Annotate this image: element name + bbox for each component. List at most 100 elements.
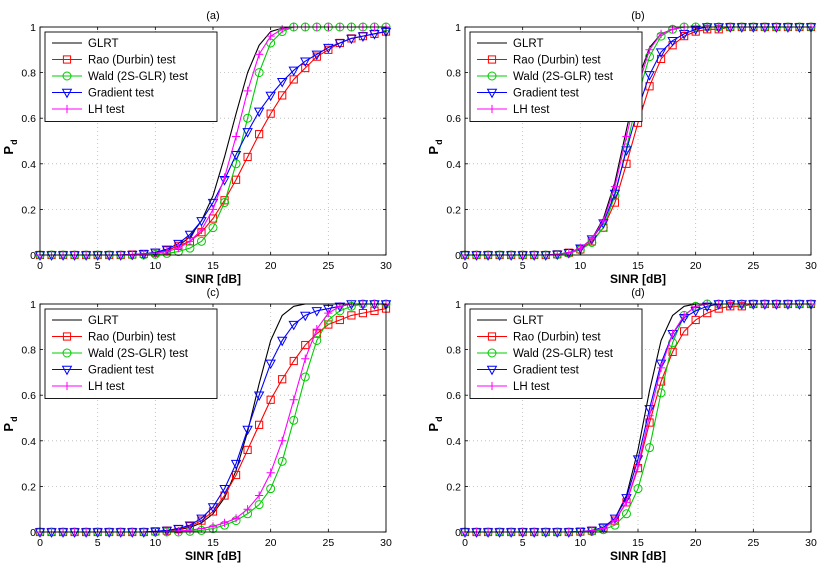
legend-label: LH test [88,104,125,116]
data-point [609,514,621,525]
data-point [220,198,230,208]
chart-panel: 0 5 10 15 20 25 30 0 0.2 0.4 0.6 0.8 1 (b) SINR [dB] Pd… [426,10,817,286]
y-tick-label: 0.2 [21,481,36,493]
y-axis-label-main: P [426,423,441,432]
x-tick-label: 10 [149,260,161,272]
data-point [266,109,275,118]
legend-marker [487,55,497,64]
data-point [230,459,242,470]
x-tick-label: 20 [690,260,702,272]
x-tick-label: 30 [805,537,817,549]
data-point [300,57,311,68]
legend-box [44,31,218,122]
data-point [196,236,206,246]
data-point [220,491,229,500]
legend-label: Rao (Durbin) test [88,332,176,344]
legend-label: Wald (2S-GLR) test [513,348,614,360]
data-point [278,25,287,34]
legend-marker [62,332,72,341]
x-tick-label: 25 [747,260,759,272]
data-point [219,484,230,495]
data-point [254,68,264,78]
data-point [357,32,369,42]
data-point [243,113,253,123]
chart-panel: 0 5 10 15 20 25 30 0 0.2 0.4 0.6 0.8 1 (a) SINR [dB] Pd… [1,10,392,286]
data-point [703,309,712,318]
x-tick-label: 30 [380,537,392,549]
legend-marker [61,88,73,99]
x-tick-label: 5 [520,260,526,272]
data-point [312,324,321,334]
legend-marker [62,104,72,114]
data-point [645,411,654,420]
data-point [184,521,196,531]
data-point [655,359,667,370]
y-tick-label: 0.6 [446,113,461,125]
data-point [243,445,252,455]
data-point [276,78,288,88]
data-point [621,146,632,156]
data-point [230,150,242,161]
x-tick-label: 30 [380,260,392,272]
data-point [265,359,276,370]
data-point [161,245,173,256]
data-point [335,315,344,325]
legend-label: Wald (2S-GLR) test [88,71,189,83]
y-tick-label: 0.2 [446,204,461,216]
data-point [599,216,608,225]
data-point [621,494,632,504]
y-axis-label-main: P [1,423,16,432]
legend-marker [487,104,497,114]
data-point [347,311,356,320]
y-axis-label-main: P [426,146,441,155]
data-point [610,516,620,525]
x-tick-label: 10 [149,537,161,549]
legend-marker [487,348,497,358]
legend-label: Gradient test [513,365,580,377]
y-tick-label: 0.8 [21,345,36,357]
data-point [255,491,264,500]
chart-panel: 0 5 10 15 20 25 30 0 0.2 0.4 0.6 0.8 1 (c) SINR [dB] Pd… [1,287,392,563]
y-tick-label: 1 [455,299,461,311]
legend-label: Rao (Durbin) test [513,332,601,344]
data-point [242,425,253,436]
panel-title: (b) [631,10,644,22]
data-point [680,311,689,320]
data-point [254,500,264,510]
y-axis-label-main: P [1,146,16,155]
data-point [162,527,171,536]
data-point [668,329,677,338]
data-point [266,395,275,404]
data-point [300,372,310,382]
data-point [610,182,620,191]
data-point [243,505,252,514]
x-tick-label: 25 [322,537,334,549]
y-tick-label: 0.2 [446,481,461,493]
x-tick-label: 0 [462,260,468,272]
y-axis-label-subscript: d [9,416,19,422]
y-axis-label: Pd [1,139,19,154]
x-tick-label: 15 [207,260,219,272]
data-point [324,309,333,318]
data-point [599,524,608,533]
legend-marker [487,332,497,341]
data-point [265,91,276,102]
data-point [243,86,252,95]
x-tick-label: 0 [37,537,43,549]
data-point [255,50,264,59]
data-point [680,327,689,336]
legend-label: LH test [513,104,550,116]
x-tick-label: 30 [805,260,817,272]
data-point [668,25,677,34]
data-point [644,405,655,415]
data-point [311,50,323,61]
legend-label: GLRT [513,38,543,50]
x-tick-label: 10 [574,537,586,549]
data-point [208,507,218,516]
data-point [301,63,310,73]
data-point [196,514,207,525]
data-point [184,230,196,241]
data-point [289,415,299,425]
legend-marker [487,71,497,81]
